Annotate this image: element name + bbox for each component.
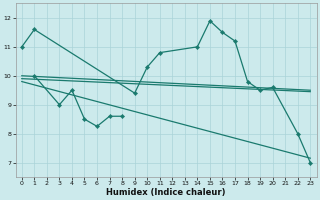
X-axis label: Humidex (Indice chaleur): Humidex (Indice chaleur): [106, 188, 226, 197]
